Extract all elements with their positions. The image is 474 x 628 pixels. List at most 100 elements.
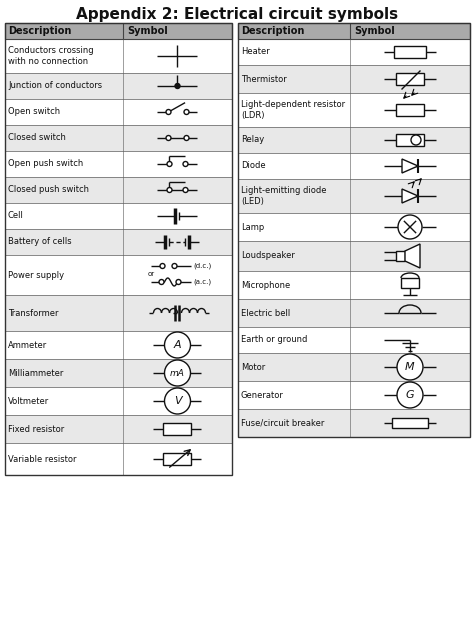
Bar: [394, 46, 426, 58]
Circle shape: [183, 161, 188, 166]
Bar: [5, 295, 232, 331]
Bar: [238, 327, 470, 353]
Text: Diode: Diode: [241, 161, 265, 170]
Bar: [238, 381, 470, 409]
Circle shape: [184, 109, 189, 114]
Text: Earth or ground: Earth or ground: [241, 335, 307, 345]
Bar: [5, 125, 232, 151]
Text: mA: mA: [170, 369, 185, 377]
Circle shape: [167, 161, 172, 166]
Bar: [238, 179, 470, 213]
Bar: [5, 23, 232, 39]
Text: Open push switch: Open push switch: [8, 160, 83, 168]
Bar: [5, 359, 232, 387]
Text: Light-emitting diode
(LED): Light-emitting diode (LED): [241, 187, 327, 206]
Text: Motor: Motor: [241, 362, 265, 372]
Text: (a.c.): (a.c.): [193, 279, 211, 285]
Text: Microphone: Microphone: [241, 281, 290, 290]
Circle shape: [397, 354, 423, 380]
Bar: [238, 127, 470, 153]
Text: V: V: [173, 396, 182, 406]
Text: Voltmeter: Voltmeter: [8, 396, 49, 406]
Text: Symbol: Symbol: [127, 26, 168, 36]
Bar: [238, 153, 470, 179]
Bar: [5, 229, 232, 255]
Bar: [238, 213, 470, 241]
Bar: [238, 23, 470, 39]
Bar: [5, 151, 232, 177]
Bar: [238, 93, 470, 127]
Text: Generator: Generator: [241, 391, 284, 399]
Bar: [238, 23, 470, 437]
Circle shape: [159, 279, 164, 284]
Text: Ammeter: Ammeter: [8, 340, 47, 350]
Bar: [5, 99, 232, 125]
Polygon shape: [402, 159, 418, 173]
Text: Open switch: Open switch: [8, 107, 60, 117]
Text: Milliammeter: Milliammeter: [8, 369, 64, 377]
Bar: [5, 203, 232, 229]
Text: Cell: Cell: [8, 212, 24, 220]
Text: Fixed resistor: Fixed resistor: [8, 425, 64, 433]
Text: Conductors crossing
with no connection: Conductors crossing with no connection: [8, 46, 94, 66]
Circle shape: [176, 279, 181, 284]
Bar: [238, 353, 470, 381]
Text: Closed push switch: Closed push switch: [8, 185, 89, 195]
Circle shape: [183, 188, 188, 193]
Bar: [5, 73, 232, 99]
Text: (d.c.): (d.c.): [193, 263, 212, 269]
Circle shape: [167, 188, 172, 193]
Circle shape: [172, 264, 177, 269]
Bar: [5, 23, 232, 475]
Circle shape: [160, 264, 165, 269]
Text: Description: Description: [241, 26, 304, 36]
Bar: [5, 177, 232, 203]
Circle shape: [397, 382, 423, 408]
Text: Lamp: Lamp: [241, 222, 264, 232]
Bar: [238, 299, 470, 327]
Text: or: or: [147, 271, 155, 277]
Circle shape: [411, 135, 421, 145]
Circle shape: [166, 136, 171, 141]
Bar: [392, 418, 428, 428]
Text: Power supply: Power supply: [8, 271, 64, 279]
Circle shape: [398, 215, 422, 239]
Bar: [238, 39, 470, 65]
Bar: [5, 39, 232, 73]
Circle shape: [164, 388, 191, 414]
Circle shape: [184, 136, 189, 141]
Circle shape: [164, 360, 191, 386]
Text: Junction of conductors: Junction of conductors: [8, 82, 102, 90]
Text: A: A: [173, 340, 182, 350]
Text: Relay: Relay: [241, 136, 264, 144]
Text: Electric bell: Electric bell: [241, 308, 290, 318]
Text: Fuse/circuit breaker: Fuse/circuit breaker: [241, 418, 324, 428]
Bar: [238, 409, 470, 437]
Text: Symbol: Symbol: [354, 26, 395, 36]
Text: Appendix 2: Electrical circuit symbols: Appendix 2: Electrical circuit symbols: [76, 7, 398, 22]
Bar: [396, 251, 405, 261]
Polygon shape: [402, 189, 418, 203]
Bar: [238, 65, 470, 93]
Circle shape: [175, 84, 180, 89]
Bar: [5, 415, 232, 443]
Bar: [164, 423, 191, 435]
Text: Description: Description: [8, 26, 72, 36]
Text: Battery of cells: Battery of cells: [8, 237, 72, 247]
Text: M: M: [405, 362, 415, 372]
Bar: [401, 278, 419, 288]
Bar: [396, 73, 424, 85]
Polygon shape: [405, 244, 420, 268]
Text: Thermistor: Thermistor: [241, 75, 287, 84]
Bar: [5, 387, 232, 415]
Text: Light-dependent resistor
(LDR): Light-dependent resistor (LDR): [241, 100, 345, 120]
Bar: [164, 453, 191, 465]
Bar: [396, 104, 424, 116]
Bar: [5, 443, 232, 475]
Bar: [238, 241, 470, 271]
Circle shape: [164, 332, 191, 358]
Text: Closed switch: Closed switch: [8, 134, 66, 143]
Bar: [5, 255, 232, 295]
Bar: [396, 134, 424, 146]
Text: Transformer: Transformer: [8, 308, 58, 318]
